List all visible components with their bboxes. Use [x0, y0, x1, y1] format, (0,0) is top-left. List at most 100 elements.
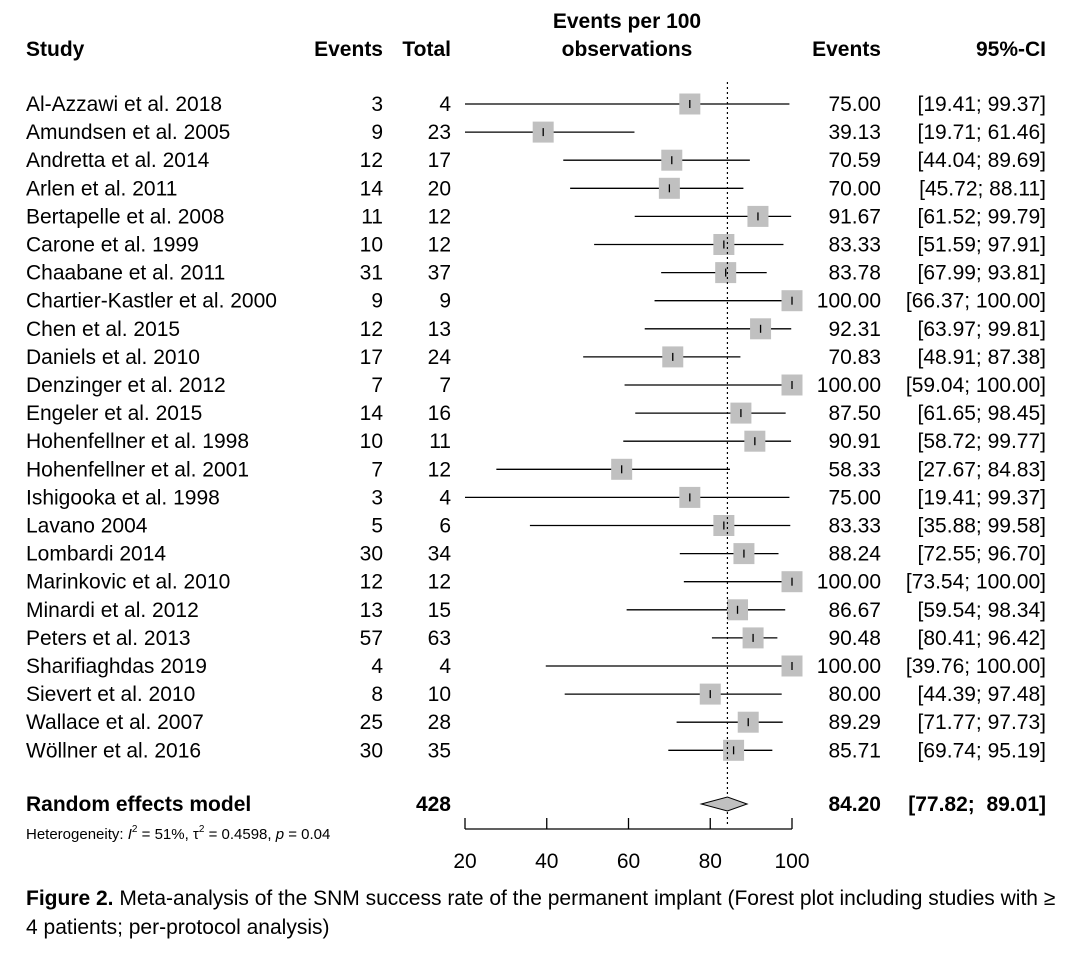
study-total: 4 [439, 93, 451, 116]
study-estimate: 75.00 [828, 93, 881, 116]
study-events: 4 [371, 655, 383, 678]
study-events: 5 [371, 515, 383, 538]
study-estimate: 86.67 [828, 599, 881, 622]
study-total: 4 [439, 655, 451, 678]
study-name: Lavano 2004 [26, 515, 148, 538]
study-ci: [58.72; 99.77] [918, 430, 1046, 453]
study-ci: [19.71; 61.46] [918, 121, 1046, 144]
study-name: Lombardi 2014 [26, 543, 166, 566]
study-estimate: 100.00 [817, 374, 881, 397]
study-events: 9 [371, 290, 383, 313]
study-events: 31 [360, 262, 383, 285]
study-total: 15 [428, 599, 451, 622]
study-events: 10 [360, 430, 383, 453]
study-name: Peters et al. 2013 [26, 627, 191, 650]
x-tick-label: 20 [453, 850, 476, 873]
study-total: 28 [428, 711, 451, 734]
study-estimate: 100.00 [817, 571, 881, 594]
study-total: 6 [439, 515, 451, 538]
study-total: 13 [428, 318, 451, 341]
study-events: 10 [360, 234, 383, 257]
summary-total: 428 [416, 793, 451, 816]
study-total: 12 [428, 571, 451, 594]
header-total: Total [402, 38, 451, 61]
forest-plot: Study Events Total Events per 100 observ… [26, 10, 1046, 873]
study-name: Engeler et al. 2015 [26, 402, 202, 425]
study-total: 17 [428, 149, 451, 172]
plot-marks [465, 82, 803, 826]
study-events: 25 [360, 711, 383, 734]
study-ci: [63.97; 99.81] [918, 318, 1046, 341]
study-ci: [48.91; 87.38] [918, 346, 1046, 369]
study-total: 16 [428, 402, 451, 425]
study-ci: [71.77; 97.73] [918, 711, 1046, 734]
header-events: Events [314, 38, 383, 61]
study-estimate: 83.33 [828, 234, 881, 257]
study-total: 12 [428, 205, 451, 228]
study-name: Bertapelle et al. 2008 [26, 205, 224, 228]
study-name: Wallace et al. 2007 [26, 711, 204, 734]
study-estimate: 91.67 [828, 205, 881, 228]
study-events: 3 [371, 486, 383, 509]
study-events: 11 [361, 205, 383, 228]
study-events: 3 [371, 93, 383, 116]
study-events: 12 [360, 149, 383, 172]
x-tick-label: 40 [535, 850, 558, 873]
caption-label: Figure 2. [26, 887, 114, 910]
study-events: 7 [371, 374, 383, 397]
study-name: Minardi et al. 2012 [26, 599, 199, 622]
study-total: 12 [428, 458, 451, 481]
study-name: Sievert et al. 2010 [26, 683, 195, 706]
study-name: Carone et al. 1999 [26, 234, 199, 257]
study-total: 10 [428, 683, 451, 706]
study-events: 14 [360, 177, 384, 200]
study-name: Amundsen et al. 2005 [26, 121, 230, 144]
study-events: 30 [360, 739, 383, 762]
study-estimate: 100.00 [817, 290, 881, 313]
study-ci: [67.99; 93.81] [918, 262, 1046, 285]
x-tick-label: 100 [774, 850, 809, 873]
summary-ci: [77.82; 89.01] [908, 793, 1046, 816]
study-ci: [45.72; 88.11] [919, 177, 1046, 200]
study-ci: [69.74; 95.19] [918, 739, 1046, 762]
study-ci: [59.54; 98.34] [918, 599, 1046, 622]
study-total: 12 [428, 234, 451, 257]
study-events: 12 [360, 318, 383, 341]
study-name: Daniels et al. 2010 [26, 346, 200, 369]
study-name: Arlen et al. 2011 [26, 177, 177, 200]
study-ci: [61.52; 99.79] [918, 205, 1046, 228]
study-estimate: 85.71 [828, 739, 881, 762]
study-total: 9 [439, 290, 451, 313]
study-ci: [51.59; 97.91] [918, 234, 1046, 257]
study-ci: [61.65; 98.45] [918, 402, 1046, 425]
study-estimate: 75.00 [828, 486, 881, 509]
study-estimate: 70.83 [828, 346, 881, 369]
study-estimate: 80.00 [828, 683, 881, 706]
study-total: 11 [429, 430, 451, 453]
study-name: Denzinger et al. 2012 [26, 374, 226, 397]
summary-label: Random effects model [26, 793, 251, 816]
study-estimate: 89.29 [828, 711, 881, 734]
study-ci: [80.41; 96.42] [918, 627, 1046, 650]
study-total: 4 [439, 486, 451, 509]
study-estimate: 88.24 [828, 543, 881, 566]
summary-estimate: 84.20 [828, 793, 881, 816]
study-name: Wöllner et al. 2016 [26, 739, 201, 762]
study-ci: [44.04; 89.69] [918, 149, 1046, 172]
study-name: Sharifiaghdas 2019 [26, 655, 207, 678]
study-ci: [73.54; 100.00] [906, 571, 1046, 594]
study-events: 17 [360, 346, 383, 369]
study-total: 34 [428, 543, 452, 566]
study-ci: [19.41; 99.37] [918, 486, 1046, 509]
study-ci: [39.76; 100.00] [906, 655, 1046, 678]
figure-caption: Figure 2. Meta-analysis of the SNM succe… [26, 884, 1056, 942]
study-total: 7 [439, 374, 451, 397]
study-events: 57 [360, 627, 383, 650]
study-ci: [27.67; 84.83] [918, 458, 1046, 481]
study-name: Al-Azzawi et al. 2018 [26, 93, 222, 116]
caption-text: Meta-analysis of the SNM success rate of… [26, 887, 1056, 939]
study-total: 23 [428, 121, 451, 144]
x-axis: 20 40 60 80 100 [453, 818, 810, 873]
study-name: Ishigooka et al. 1998 [26, 486, 220, 509]
study-ci: [19.41; 99.37] [918, 93, 1046, 116]
